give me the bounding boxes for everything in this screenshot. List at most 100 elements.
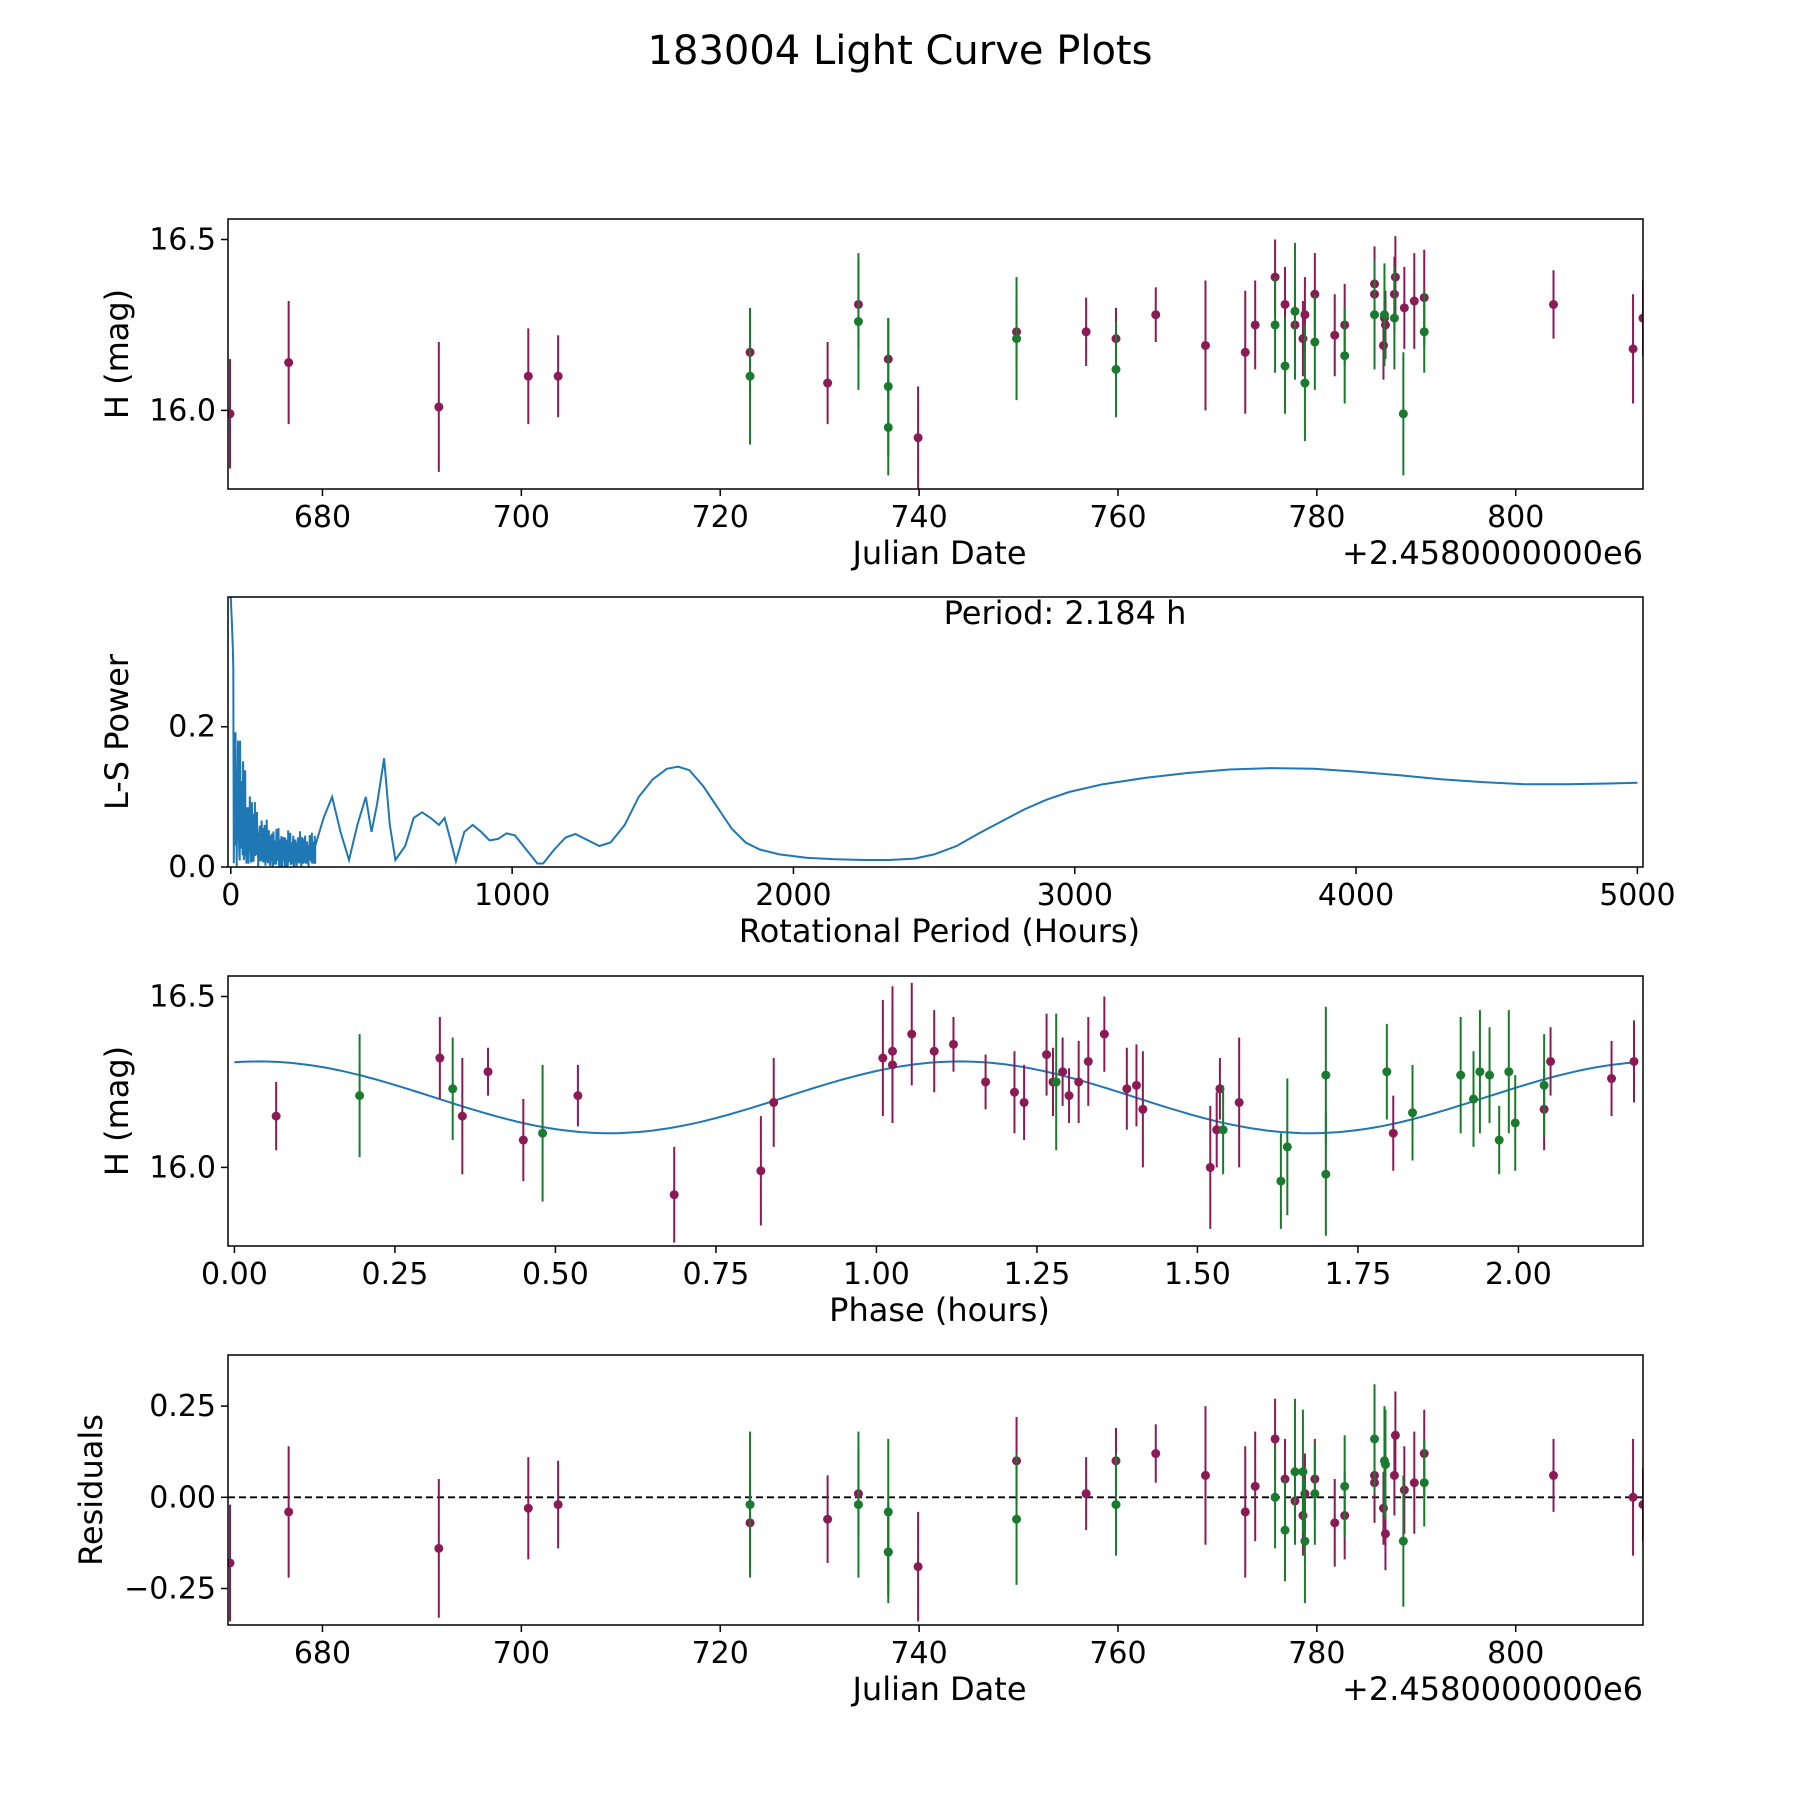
y-axis-label: H (mag) <box>98 289 136 419</box>
magenta-data-point <box>913 433 923 443</box>
magenta-data-point <box>887 1046 897 1056</box>
magenta-data-point <box>1298 334 1308 344</box>
x-offset-label: +2.4580000000e6 <box>1342 1670 1643 1708</box>
green-data-point <box>1456 1070 1466 1080</box>
magenta-data-point <box>1330 330 1340 340</box>
magenta-data-point <box>228 1558 235 1568</box>
magenta-data-point <box>1151 1449 1161 1459</box>
magenta-data-point <box>1638 313 1643 323</box>
x-tick-label: 780 <box>1288 500 1345 535</box>
figure-title: 183004 Light Curve Plots <box>647 28 1153 74</box>
ls-power-curve <box>229 597 1638 867</box>
green-data-point <box>1504 1067 1514 1077</box>
magenta-data-point <box>1270 1434 1280 1444</box>
magenta-data-point <box>1389 1470 1399 1480</box>
magenta-data-point <box>457 1111 467 1121</box>
magenta-data-point <box>1399 303 1409 313</box>
green-data-point <box>1012 1514 1022 1524</box>
green-data-point <box>1111 364 1121 374</box>
green-data-point <box>1111 1500 1121 1510</box>
x-tick-label: 3000 <box>1037 878 1113 913</box>
x-axis-label: Phase (hours) <box>829 1291 1050 1329</box>
green-data-point <box>1276 1176 1286 1186</box>
magenta-data-point <box>1280 299 1290 309</box>
x-tick-label: 740 <box>890 500 947 535</box>
green-data-point <box>1485 1070 1495 1080</box>
magenta-data-point <box>1409 296 1419 306</box>
green-data-point <box>1398 409 1408 419</box>
green-data-point <box>1510 1118 1520 1128</box>
magenta-data-point <box>1138 1104 1148 1114</box>
magenta-data-point <box>1131 1080 1141 1090</box>
magenta-data-point <box>1234 1097 1244 1107</box>
green-data-point <box>1290 306 1300 316</box>
magenta-data-point <box>1019 1097 1029 1107</box>
x-tick-label: 0.00 <box>201 1257 268 1292</box>
x-tick-label: 760 <box>1089 1636 1146 1671</box>
green-data-point <box>853 1500 863 1510</box>
y-tick-label: 16.5 <box>149 980 216 1015</box>
x-tick-label: 720 <box>692 500 749 535</box>
y-tick-label: 0.25 <box>149 1389 216 1424</box>
magenta-data-point <box>1042 1050 1052 1060</box>
y-tick-label: 16.5 <box>149 223 216 258</box>
magenta-data-point <box>913 1562 923 1572</box>
magenta-data-point <box>523 1503 533 1513</box>
magenta-data-point <box>907 1029 917 1039</box>
magenta-data-point <box>1240 1507 1250 1517</box>
magenta-data-point <box>483 1067 493 1077</box>
green-data-point <box>1419 1478 1429 1488</box>
magenta-data-point <box>1099 1029 1109 1039</box>
magenta-data-point <box>284 1507 294 1517</box>
green-data-point <box>853 317 863 327</box>
magenta-data-point <box>1549 299 1559 309</box>
magenta-data-point <box>769 1097 779 1107</box>
magenta-data-point <box>1205 1162 1215 1172</box>
green-data-point <box>1321 1169 1331 1179</box>
green-data-point <box>1379 310 1389 320</box>
magenta-data-point <box>1081 327 1091 337</box>
x-tick-label: 0.50 <box>522 1257 589 1292</box>
y-tick-label: 16.0 <box>149 393 216 428</box>
green-data-point <box>1419 327 1429 337</box>
magenta-data-point <box>573 1091 583 1101</box>
x-tick-label: 700 <box>493 1636 550 1671</box>
green-data-point <box>883 1547 893 1557</box>
magenta-data-point <box>878 1053 888 1063</box>
x-axis-label: Julian Date <box>850 534 1026 572</box>
magenta-data-point <box>756 1166 766 1176</box>
magenta-data-point <box>823 1514 833 1524</box>
x-tick-label: 0 <box>221 878 240 913</box>
green-data-point <box>1494 1135 1504 1145</box>
magenta-data-point <box>284 358 294 368</box>
green-data-point <box>1340 351 1350 361</box>
x-axis-label: Rotational Period (Hours) <box>739 912 1140 950</box>
green-data-point <box>1321 1070 1331 1080</box>
magenta-data-point <box>669 1190 679 1200</box>
magenta-data-point <box>1122 1084 1132 1094</box>
green-data-point <box>1300 378 1310 388</box>
x-tick-label: 5000 <box>1599 878 1675 913</box>
green-data-point <box>1012 334 1022 344</box>
x-tick-label: 2.00 <box>1485 1257 1552 1292</box>
green-data-point <box>1389 313 1399 323</box>
x-tick-label: 1.75 <box>1325 1257 1392 1292</box>
magenta-data-point <box>434 402 444 412</box>
magenta-data-point <box>929 1046 939 1056</box>
x-tick-label: 1.25 <box>1004 1257 1071 1292</box>
magenta-data-point <box>1300 310 1310 320</box>
green-data-point <box>448 1084 458 1094</box>
magenta-data-point <box>1638 1500 1643 1510</box>
magenta-data-point <box>1074 1077 1084 1087</box>
magenta-data-point <box>1388 1128 1398 1138</box>
magenta-data-point <box>1058 1067 1068 1077</box>
y-tick-label: 0.0 <box>168 850 216 885</box>
green-data-point <box>1408 1108 1418 1118</box>
x-tick-label: 800 <box>1487 1636 1544 1671</box>
x-axis-label: Julian Date <box>850 1670 1026 1708</box>
y-tick-label: −0.25 <box>124 1572 216 1607</box>
magenta-data-point <box>1151 310 1161 320</box>
green-data-point <box>1382 1067 1392 1077</box>
green-data-point <box>1370 1434 1380 1444</box>
